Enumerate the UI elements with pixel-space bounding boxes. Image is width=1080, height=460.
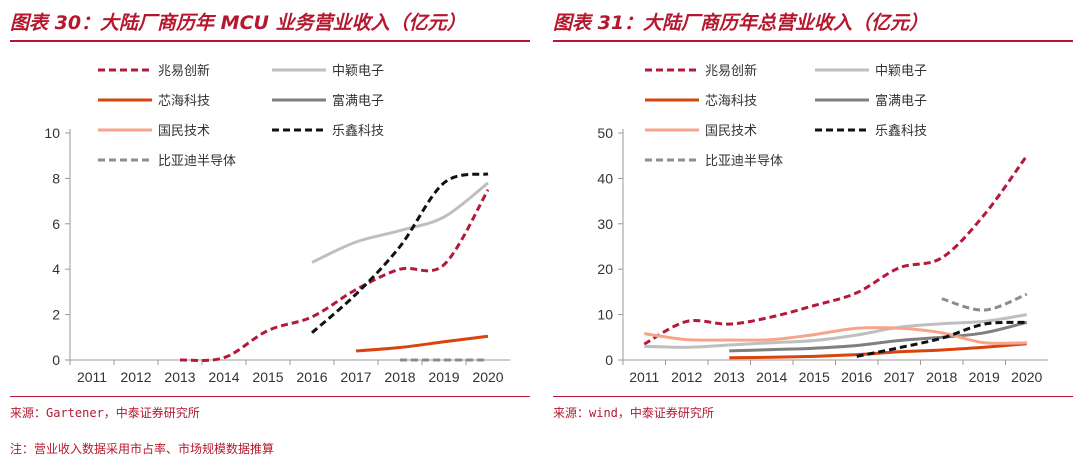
y-tick-label: 6 [52,216,60,232]
series-line-zhongying [311,181,489,264]
series-line-xinhai [355,334,489,353]
series-line-xinhai [729,342,1027,360]
y-tick-label: 4 [52,261,60,277]
x-tick-label: 2020 [1011,369,1042,385]
x-tick-label: 2016 [296,369,327,385]
x-tick-label: 2019 [969,369,1000,385]
y-tick-label: 10 [44,125,60,141]
x-tick-label: 2011 [77,369,107,385]
series-line-zhaoyi [643,154,1029,346]
x-tick-label: 2017 [340,369,371,385]
y-tick-label: 30 [597,216,613,232]
legend-label-guomin: 国民技术 [705,124,757,139]
x-tick-label: 2018 [384,369,415,385]
legend-label-lexin: 乐鑫科技 [875,123,927,139]
right-chart-panel: 图表 31：大陆厂商历年总营业收入（亿元） 0 10 20 30 40 50 2011 201… [553,0,1080,430]
x-tick-label: 2013 [164,369,195,385]
legend-label-byd: 比亚迪半导体 [705,154,783,169]
x-tick-label: 2012 [671,369,702,385]
right-source-divider [553,396,1073,397]
y-tick-label: 2 [52,307,60,323]
footnote: 注：营业收入数据采用市占率、市场规模数据推算 [10,442,275,456]
right-source-text: 来源：wind，中泰证券研究所 [553,406,714,420]
legend-label-xinhai: 芯海科技 [705,94,757,109]
right-title-divider [553,40,1073,42]
left-chart-panel: 图表 30：大陆厂商历年 MCU 业务营业收入（亿元） 0 2 4 6 8 10 2011 2… [10,0,542,430]
legend-label-guomin: 国民技术 [158,124,210,139]
x-tick-label: 2019 [428,369,459,385]
y-tick-label: 10 [597,307,613,323]
legend-label-zhongying: 中颖电子 [875,64,927,79]
legend-label-zhaoyi: 兆易创新 [705,63,757,79]
legend-label-xinhai: 芯海科技 [158,94,210,109]
y-tick-label: 0 [605,352,613,368]
left-chart-title: 图表 30：大陆厂商历年 MCU 业务营业收入（亿元） [10,12,466,34]
x-tick-label: 2014 [208,369,239,385]
x-tick-label: 2014 [756,369,787,385]
legend-label-fuman: 富满电子 [332,93,384,109]
series-line-lexin [856,320,1027,358]
series-line-guomin [644,326,1027,345]
legend-label-zhongying: 中颖电子 [332,64,384,79]
legend-label-zhaoyi: 兆易创新 [158,63,210,79]
left-source-text: 来源：Gartener，中泰证券研究所 [10,406,200,420]
left-source-divider [10,396,530,397]
series-line-zhaoyi [179,189,490,363]
right-line-chart: 0 10 20 30 40 50 2011 2012 2013 2014 2015 2016 2017 2… [597,63,1048,385]
x-tick-label: 2018 [926,369,957,385]
x-tick-label: 2013 [714,369,745,385]
left-line-chart: 0 2 4 6 8 10 2011 2012 2013 2014 2015 2016 2017 2018 2… [44,63,510,385]
legend-label-fuman: 富满电子 [875,93,927,109]
x-tick-label: 2015 [799,369,830,385]
x-tick-label: 2016 [841,369,872,385]
left-title-divider [10,40,530,42]
series-line-lexin [311,172,489,334]
legend-label-byd: 比亚迪半导体 [158,154,236,169]
legend-label-lexin: 乐鑫科技 [332,123,384,139]
y-tick-label: 8 [52,170,60,186]
series-line-byd [941,292,1028,312]
x-tick-label: 2020 [472,369,503,385]
y-tick-label: 50 [597,125,613,141]
y-tick-label: 20 [597,261,613,277]
y-tick-label: 40 [597,170,613,186]
x-tick-label: 2015 [252,369,283,385]
right-chart-title: 图表 31：大陆厂商历年总营业收入（亿元） [553,12,929,34]
x-tick-label: 2017 [884,369,915,385]
x-tick-label: 2012 [120,369,151,385]
series-line-fuman [729,320,1028,353]
x-tick-label: 2011 [629,369,659,385]
y-tick-label: 0 [52,352,60,368]
series-line-zhongying [644,313,1028,349]
